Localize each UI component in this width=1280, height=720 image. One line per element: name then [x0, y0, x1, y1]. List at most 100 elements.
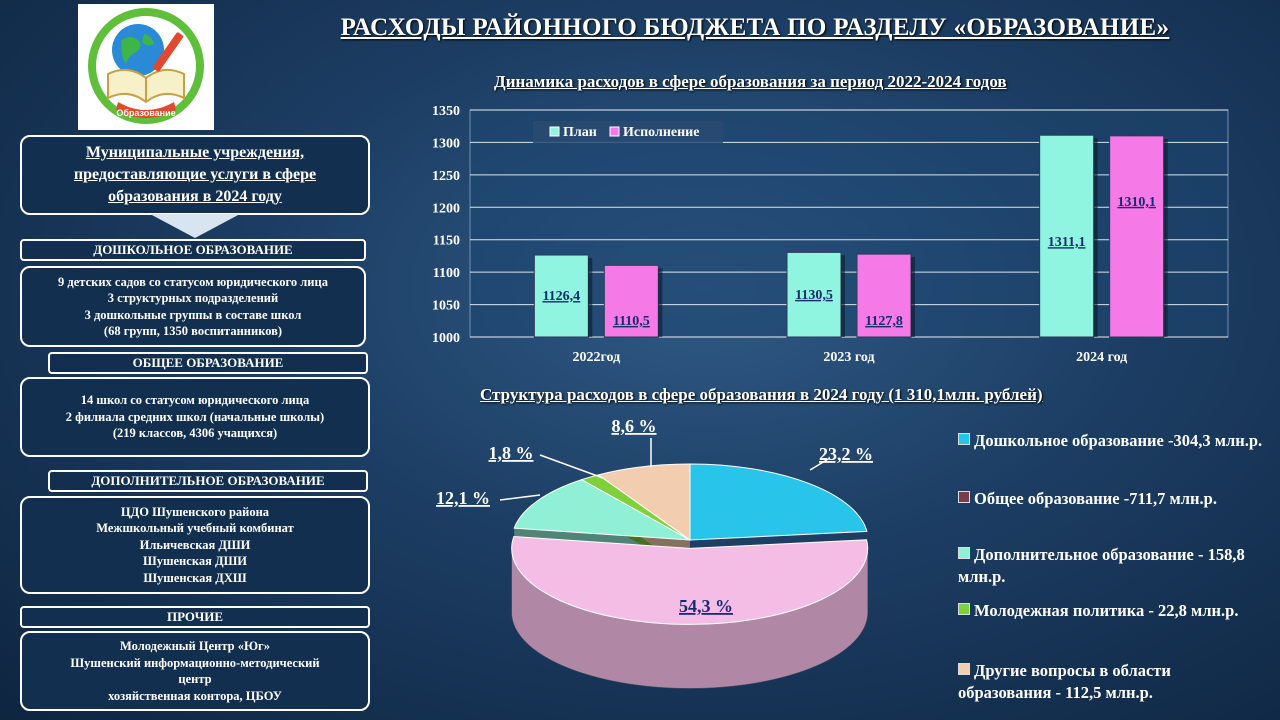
y-tick-label: 1300 [432, 136, 460, 151]
section-line: Межшкольный учебный комбинат [96, 521, 294, 536]
y-tick-label: 1250 [432, 169, 460, 184]
bar-value-label: 1311,1 [1048, 235, 1086, 250]
bar-plan [786, 251, 842, 338]
section-line: Шушенский информационно-методический [70, 655, 320, 670]
bar-shadow [658, 268, 663, 337]
section-line: 14 школ со статусом юридического лица [80, 393, 310, 408]
section-heading-additional: ДОПОЛНИТЕЛЬНОЕ ОБРАЗОВАНИЕ [48, 470, 368, 492]
x-tick-label: 2022год [572, 350, 620, 365]
pie-slice-face [598, 474, 690, 572]
section-heading-preschool: ДОШКОЛЬНОЕ ОБРАЗОВАНИЕ [20, 239, 366, 261]
bar-shadow [1093, 138, 1098, 337]
legend-swatch [958, 663, 970, 675]
section-line: 3 структурных подразделений [107, 291, 279, 305]
section-line: 2 филиала средних школ (начальные школы) [65, 409, 325, 424]
pie-percent-label: 23,2 % [819, 444, 873, 464]
section-line: Шушенская ДХШ [143, 570, 247, 585]
section-line: 3 дошкольные группы в составе школ [84, 307, 302, 322]
pie-slice [689, 463, 868, 541]
pie-percent-label: 54,3 % [679, 596, 733, 616]
legend-label: План [563, 125, 597, 140]
education-logo: Образование [78, 4, 214, 130]
section-line: (68 групп, 1350 воспитанников) [103, 324, 283, 338]
bar-chart-title: Динамика расходов в сфере образования за… [494, 72, 1007, 91]
section-line: Ильичевская ДШИ [139, 537, 251, 552]
x-tick-label: 2024 год [1076, 350, 1127, 365]
pie-slice [580, 474, 691, 541]
legend-swatch [958, 603, 970, 615]
section-line: центр [178, 672, 212, 686]
section-line: 9 детских садов со статусом юридического… [58, 274, 328, 289]
intro-line: образования в 2024 году [108, 188, 282, 205]
y-tick-label: 1350 [432, 104, 460, 119]
pie-leader-line [499, 494, 541, 501]
bar-execution [856, 253, 912, 338]
section-body-general: 14 школ со статусом юридического лица 2 … [20, 377, 370, 457]
legend-swatch [549, 126, 560, 137]
section-heading-other: ПРОЧИЕ [20, 606, 370, 628]
section-body-additional: ЦДО Шушенского района Межшкольный учебны… [20, 496, 370, 594]
pie-leader-line [809, 457, 831, 471]
pie-slice-face [514, 528, 690, 572]
section-line: (219 классов, 4306 учащихся) [112, 426, 278, 441]
x-tick-label: 2023 год [823, 350, 874, 365]
bar-plan [533, 254, 589, 338]
y-tick-label: 1000 [432, 331, 460, 346]
legend-swatch [958, 433, 970, 445]
pie-slice-face [581, 479, 690, 572]
intro-line: предоставляющие услуги в сфере [73, 166, 317, 183]
down-arrow-icon [150, 214, 240, 238]
bar-plan [1039, 134, 1095, 338]
bar-value-label: 1126,4 [542, 289, 580, 304]
pie-legend-label: Другие вопросы в области образования - 1… [958, 661, 1171, 702]
y-tick-label: 1100 [433, 266, 460, 281]
section-line: Шушенская ДШИ [142, 554, 248, 569]
bar-shadow [841, 255, 845, 337]
section-line: Молодежный Центр «Юг» [120, 639, 270, 653]
pie-legend-item: Другие вопросы в области образования - 1… [958, 660, 1263, 704]
pie-legend-label: Дошкольное образование -304,3 млн.р. [974, 431, 1263, 450]
pie-slice [511, 535, 869, 625]
bar-shadow [588, 258, 593, 337]
pie-leader-line [539, 454, 604, 479]
pie-legend-item: Дополнительное образование - 158,8 млн.р… [958, 544, 1263, 588]
bar-shadow [1163, 138, 1168, 337]
bar-execution [603, 264, 659, 338]
legend-swatch [958, 547, 970, 559]
section-line: ЦДО Шушенского района [120, 504, 270, 519]
institutions-intro-box: Муниципальные учреждения, предоставляющи… [20, 135, 370, 215]
bar-execution [1109, 135, 1165, 338]
pie-percent-label: 12,1 % [436, 488, 490, 508]
pie-percent-label: 8,6 % [612, 416, 657, 436]
section-body-other: Молодежный Центр «Юг» Шушенский информац… [20, 631, 370, 711]
bar-shadow [911, 257, 915, 337]
section-body-preschool: 9 детских садов со статусом юридического… [20, 266, 366, 347]
pie-legend-item: Молодежная политика - 22,8 млн.р. [958, 600, 1263, 622]
pie-slice [597, 463, 691, 541]
bar-value-label: 1130,5 [795, 288, 833, 303]
pie-slice [513, 479, 691, 541]
pie-legend-item: Дошкольное образование -304,3 млн.р. [958, 430, 1263, 452]
section-line: хозяйственная контора, ЦБОУ [108, 688, 282, 703]
y-tick-label: 1200 [432, 201, 460, 216]
intro-line: Муниципальные учреждения, [85, 144, 305, 161]
pie-slice-side [511, 548, 868, 689]
legend-box [533, 121, 723, 143]
bar-value-label: 1110,5 [613, 314, 650, 329]
y-tick-label: 1050 [432, 299, 460, 314]
plot-area [469, 109, 1229, 338]
pie-legend-label: Общее образование -711,7 млн.р. [974, 489, 1217, 508]
bar-value-label: 1310,1 [1117, 195, 1156, 210]
legend-swatch [609, 126, 620, 137]
legend-label: Исполнение [623, 125, 699, 140]
pie-percent-label: 1,8 % [489, 443, 534, 463]
book-globe-icon: Образование [88, 8, 204, 124]
y-tick-label: 1150 [433, 234, 460, 249]
bar-value-label: 1127,8 [865, 314, 903, 329]
pie-chart-title: Структура расходов в сфере образования в… [480, 385, 1043, 404]
section-heading-general: ОБЩЕЕ ОБРАЗОВАНИЕ [48, 352, 368, 374]
logo-caption: Образование [116, 108, 175, 118]
pie-legend-label: Молодежная политика - 22,8 млн.р. [974, 601, 1239, 620]
page-title: РАСХОДЫ РАЙОННОГО БЮДЖЕТА ПО РАЗДЕЛУ «ОБ… [340, 14, 1170, 41]
legend-swatch [958, 491, 970, 503]
